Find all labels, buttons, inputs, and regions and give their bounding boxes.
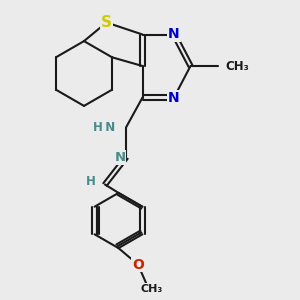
- Text: N: N: [168, 91, 180, 104]
- Text: CH₃: CH₃: [225, 59, 249, 73]
- Text: H: H: [86, 175, 96, 188]
- Text: S: S: [101, 15, 112, 30]
- Text: N: N: [168, 28, 180, 41]
- Text: H N: H N: [93, 121, 116, 134]
- Text: O: O: [132, 258, 144, 272]
- Text: N: N: [114, 151, 126, 164]
- Text: CH₃: CH₃: [140, 284, 163, 294]
